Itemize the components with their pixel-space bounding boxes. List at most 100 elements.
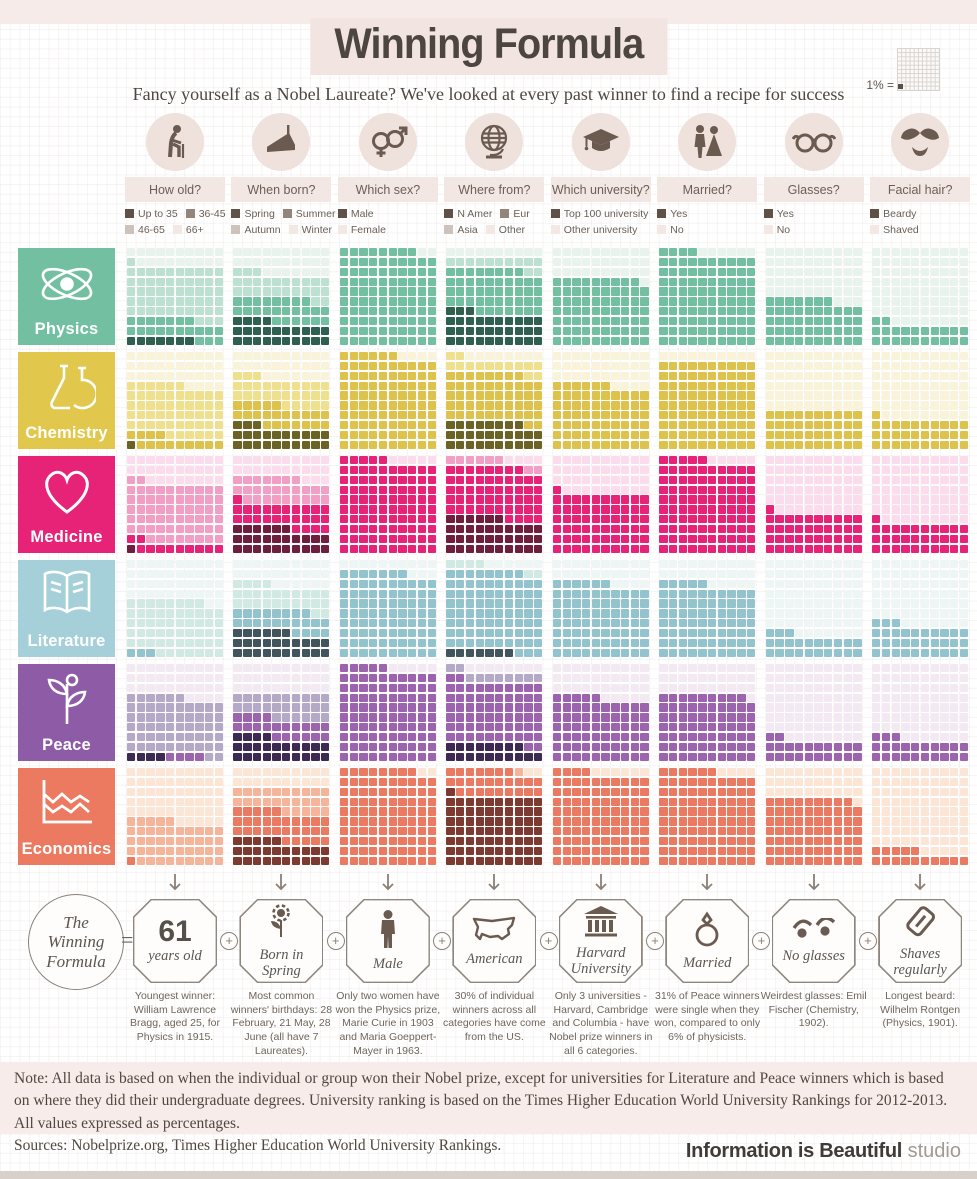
waffle-cell — [321, 352, 330, 361]
waffle-cell — [388, 544, 397, 553]
waffle-cell — [475, 505, 484, 514]
waffle-cell — [727, 420, 736, 430]
waffle-cell — [398, 248, 407, 257]
waffle-cell — [475, 440, 484, 449]
waffle-cell — [843, 267, 852, 277]
waffle-cell — [272, 277, 281, 286]
waffle-cell — [824, 361, 833, 371]
waffle-cell — [291, 579, 301, 589]
waffle-cell — [911, 326, 920, 336]
waffle-cell — [252, 742, 262, 752]
waffle-cell — [408, 599, 417, 608]
waffle-cell — [311, 807, 320, 816]
waffle-cell — [388, 827, 397, 836]
waffle-cell — [359, 579, 368, 589]
waffle-cell — [698, 430, 707, 440]
waffle-cell — [378, 579, 388, 589]
waffle-cell — [127, 703, 136, 712]
waffle-cell — [668, 599, 678, 608]
waffle-cell — [911, 456, 920, 465]
waffle-cell — [881, 752, 891, 761]
waffle-cell — [707, 673, 717, 683]
waffle-cell — [214, 277, 223, 286]
waffle-cell — [185, 475, 194, 485]
waffle-cell — [378, 287, 388, 296]
legend-label: Female — [350, 223, 386, 236]
waffle-cell — [765, 619, 775, 628]
waffle-cell — [775, 485, 784, 494]
waffle-cell — [524, 361, 533, 371]
waffle-cell — [853, 297, 862, 306]
waffle-cell — [940, 381, 949, 390]
waffle-cell — [301, 248, 310, 257]
waffle-cell — [698, 638, 707, 648]
waffle-cell — [814, 752, 823, 761]
waffle-cell — [552, 846, 562, 856]
waffle-cell — [156, 827, 165, 836]
waffle-cell — [252, 515, 262, 524]
waffle-cell — [262, 589, 271, 598]
waffle-cell — [824, 732, 833, 742]
waffle-cell — [185, 664, 194, 673]
waffle-cell — [678, 846, 688, 856]
waffle-cell — [765, 827, 775, 836]
waffle-cell — [853, 316, 862, 326]
waffle-cell — [872, 777, 881, 787]
waffle-cell — [514, 420, 523, 430]
waffle-cell — [165, 515, 175, 524]
waffle-physics-married — [659, 248, 756, 345]
waffle-cell — [195, 560, 204, 569]
waffle-cell — [427, 560, 436, 569]
waffle-cell — [136, 638, 146, 648]
waffle-cell — [775, 326, 784, 336]
waffle-cell — [185, 589, 194, 598]
waffle-cell — [659, 297, 668, 306]
waffle-cell — [891, 248, 900, 257]
waffle-cell — [514, 440, 523, 449]
waffle-cell — [920, 371, 930, 381]
waffle-cell — [824, 515, 833, 524]
waffle-cell — [146, 391, 155, 400]
waffle-cell — [959, 326, 969, 336]
waffle-cell — [707, 391, 717, 400]
waffle-cell — [195, 391, 204, 400]
waffle-cell — [146, 371, 155, 381]
waffle-cell — [465, 420, 475, 430]
waffle-cell — [233, 846, 242, 856]
waffle-cell — [252, 846, 262, 856]
waffle-cell — [930, 307, 939, 316]
waffle-cell — [785, 475, 794, 485]
waffle-cell — [311, 560, 320, 569]
waffle-cell — [339, 817, 349, 826]
waffle-cell — [630, 544, 640, 553]
waffle-cell — [291, 524, 301, 534]
waffle-cell — [475, 742, 484, 752]
waffle-cell — [891, 797, 900, 806]
waffle-cell — [562, 752, 571, 761]
waffle-cell — [398, 326, 407, 336]
waffle-cell — [398, 257, 407, 267]
waffle-cell — [688, 495, 697, 504]
waffle-cell — [562, 420, 571, 430]
waffle-cell — [562, 475, 571, 485]
waffle-cell — [165, 619, 175, 628]
waffle-cell — [678, 836, 688, 846]
waffle-cell — [514, 371, 523, 381]
waffle-cell — [243, 628, 252, 638]
waffle-cell — [950, 287, 959, 296]
waffle-cell — [146, 619, 155, 628]
waffle-cell — [243, 817, 252, 826]
waffle-cell — [321, 768, 330, 777]
waffle-cell — [252, 524, 262, 534]
waffle-cell — [775, 465, 784, 475]
waffle-cell — [833, 609, 843, 618]
waffle-cell — [659, 560, 668, 569]
waffle-cell — [814, 440, 823, 449]
waffle-cell — [688, 257, 697, 267]
waffle-cell — [195, 579, 204, 589]
waffle-cell — [427, 307, 436, 316]
waffle-cell — [408, 381, 417, 390]
waffle-cell — [804, 752, 813, 761]
waffle-cell — [127, 807, 136, 816]
waffle-cell — [349, 827, 358, 836]
